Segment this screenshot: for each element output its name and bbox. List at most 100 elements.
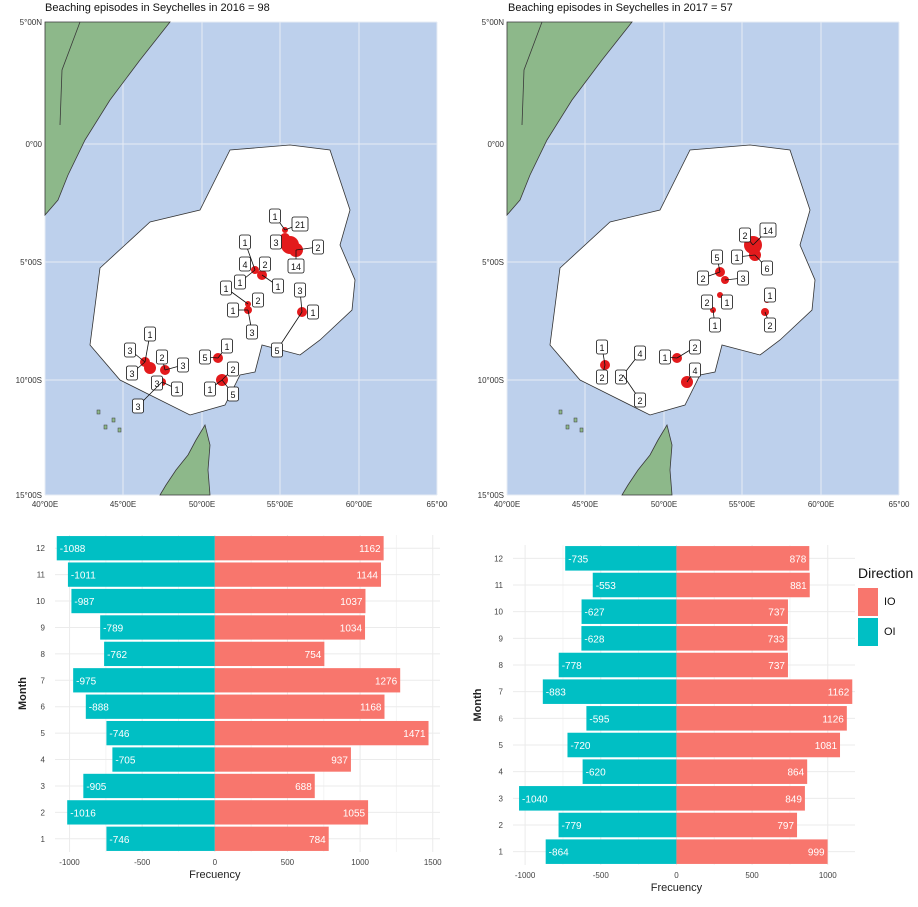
count-label: 21 — [295, 220, 305, 230]
bar-label-oi: -864 — [549, 848, 569, 859]
legend-label: IO — [884, 596, 896, 608]
y-tick-label: 2 — [499, 821, 504, 830]
legend-item-oi: OI — [858, 617, 913, 647]
bar-label-io: 999 — [808, 848, 825, 859]
bar-label-oi: -883 — [546, 688, 566, 699]
legend-item-io: IO — [858, 587, 913, 617]
x-tick-label: 0 — [674, 871, 679, 880]
legend: Direction IO OI — [858, 565, 913, 647]
count-label-box — [739, 227, 751, 243]
count-label: 2 — [767, 321, 772, 331]
island — [558, 409, 563, 415]
bar-label-oi: -778 — [562, 661, 582, 672]
y-tick-label: 7 — [499, 688, 504, 697]
bar-oi — [106, 826, 215, 851]
count-label: 14 — [291, 262, 301, 272]
count-label-box — [615, 369, 627, 385]
count-label-box — [252, 292, 264, 308]
count-label: 1 — [147, 330, 152, 340]
bar-io — [676, 626, 788, 651]
bar-label-oi: -628 — [584, 634, 604, 645]
x-axis-label: Frecuency — [189, 869, 241, 881]
bar-io — [214, 641, 325, 667]
count-label-box — [312, 239, 324, 255]
beaching-point — [144, 362, 156, 374]
count-label-box — [287, 258, 305, 274]
bar-io — [676, 786, 805, 811]
count-label: 6 — [764, 264, 769, 274]
count-label: 1 — [767, 291, 772, 301]
count-label-box — [227, 386, 239, 402]
bar-oi — [586, 706, 677, 731]
lat-tick-label: 5°00N — [482, 18, 505, 27]
bar-label-io: 864 — [787, 768, 804, 779]
border-line — [521, 21, 543, 126]
lon-tick-label: 65°00 — [427, 500, 449, 509]
count-label-box — [634, 345, 646, 361]
bar-chart-2017: -864 999 1 -779 797 2 -1040 849 3 -620 864 4 -720 108… — [455, 525, 855, 902]
bar-oi — [558, 812, 677, 838]
bar-oi — [85, 694, 215, 719]
bar-label-io: 1144 — [356, 571, 378, 582]
count-label: 2 — [159, 353, 164, 363]
count-label-box — [689, 362, 701, 378]
beaching-point — [280, 233, 290, 243]
bar-oi — [542, 679, 677, 704]
bar-label-oi: -789 — [103, 623, 123, 634]
bar-io — [214, 773, 315, 799]
count-label: 3 — [297, 286, 302, 296]
bar-label-io: 1276 — [375, 676, 398, 687]
bar-io — [676, 759, 808, 784]
y-tick-label: 1 — [499, 848, 504, 857]
bar-label-oi: -735 — [568, 554, 588, 565]
lon-tick-label: 65°00 — [889, 500, 911, 509]
lon-tick-label: 60°00E — [808, 500, 834, 509]
y-axis-label: Month — [17, 677, 29, 710]
bar-label-io: 1168 — [360, 703, 382, 714]
count-label-box — [764, 317, 776, 333]
bar-label-io: 849 — [785, 794, 802, 805]
bar-label-io: 937 — [331, 756, 348, 767]
bar-label-io: 733 — [768, 634, 785, 645]
count-label: 1 — [275, 282, 280, 292]
count-label: 2 — [315, 243, 320, 253]
count-label: 1 — [230, 306, 235, 316]
count-label-box — [204, 381, 216, 397]
count-label: 1 — [224, 342, 229, 352]
bar-oi — [581, 626, 677, 651]
count-label: 1 — [207, 385, 212, 395]
bar-io — [214, 720, 429, 746]
lat-tick-label: 5°00S — [20, 258, 42, 267]
y-tick-label: 10 — [36, 597, 45, 606]
bar-label-oi: -975 — [76, 676, 96, 687]
bar-io — [214, 747, 351, 772]
count-label-box — [144, 326, 156, 342]
y-tick-label: 6 — [41, 703, 46, 712]
bar-io — [214, 588, 366, 614]
count-label: 2 — [618, 373, 623, 383]
bar-label-oi: -746 — [109, 835, 129, 846]
count-label-box — [721, 294, 733, 310]
count-label: 3 — [127, 346, 132, 356]
lat-tick-label: 10°00S — [16, 376, 42, 385]
bar-label-io: 754 — [305, 650, 322, 661]
madagascar-landmass — [159, 423, 211, 496]
count-label-box — [227, 302, 239, 318]
bar-label-oi: -595 — [589, 714, 609, 725]
lat-tick-label: 5°00N — [20, 18, 43, 27]
count-label: 3 — [154, 379, 159, 389]
y-tick-label: 2 — [41, 808, 46, 817]
bar-label-oi: -762 — [107, 650, 127, 661]
count-label: 2 — [262, 260, 267, 270]
y-tick-label: 12 — [36, 544, 45, 553]
count-label: 5 — [714, 253, 719, 263]
count-label-box — [697, 270, 709, 286]
island — [103, 424, 108, 430]
y-tick-label: 3 — [499, 794, 504, 803]
island — [565, 424, 570, 430]
bar-label-io: 1055 — [343, 808, 366, 819]
bar-label-oi: -620 — [586, 768, 606, 779]
count-label-box — [156, 349, 168, 365]
bar-oi — [558, 652, 677, 678]
bar-oi — [545, 839, 677, 864]
